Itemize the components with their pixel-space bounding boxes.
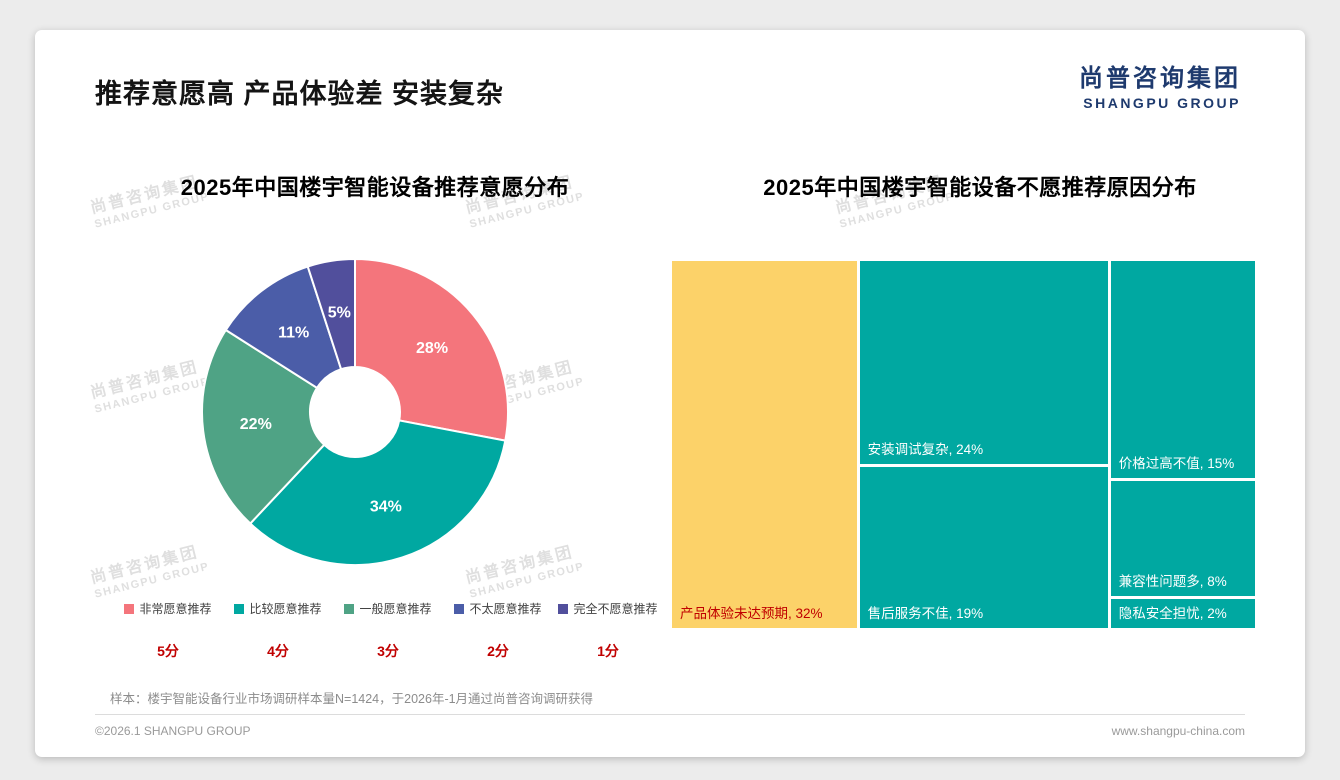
treemap-cell: 安装调试复杂, 24% bbox=[859, 261, 1108, 465]
footer-website: www.shangpu-china.com bbox=[1111, 724, 1245, 738]
donut-slice-1 bbox=[354, 257, 509, 442]
donut-chart: 28% 34% 22% 11% 5% bbox=[201, 257, 509, 566]
legend-label: 完全不愿意推荐 bbox=[573, 602, 658, 616]
legend-column: 完全不愿意推荐 1分 bbox=[553, 600, 663, 661]
legend-item: 比较愿意推荐 bbox=[234, 600, 322, 617]
treemap-chart: 产品体验未达预期, 32% 安装调试复杂, 24% 售后服务不佳, 19% 价格过高不… bbox=[672, 261, 1255, 628]
donut-data-label: 22% bbox=[240, 416, 272, 433]
donut-data-label: 28% bbox=[416, 340, 448, 357]
treemap-column: 安装调试复杂, 24% 售后服务不佳, 19% bbox=[859, 261, 1108, 628]
company-logo: 尚普咨询集团 SHANGPU GROUP bbox=[1079, 58, 1241, 111]
donut-legend: 非常愿意推荐 5分 比较愿意推荐 4分 一般愿意推荐 3分 不太愿意推荐 2分 完全不愿意推荐 1… bbox=[113, 600, 663, 661]
legend-swatch bbox=[454, 603, 465, 614]
legend-label: 非常愿意推荐 bbox=[139, 602, 212, 616]
logo-cn-text: 尚普咨询集团 bbox=[1079, 65, 1241, 92]
legend-item: 完全不愿意推荐 bbox=[558, 600, 658, 617]
slide-card: 尚普咨询集团 SHANGPU GROUP 尚普咨询集团 SHANGPU GROUP 尚普… bbox=[35, 30, 1305, 757]
treemap-cell: 隐私安全担忧, 2% bbox=[1110, 599, 1255, 628]
treemap-chart-title: 2025年中国楼宇智能设备不愿推荐原因分布 bbox=[763, 175, 1197, 200]
treemap-cell: 价格过高不值, 15% bbox=[1110, 261, 1255, 478]
treemap-cell-label: 产品体验未达预期, 32% bbox=[680, 606, 823, 622]
treemap-cell-label: 隐私安全担忧, 2% bbox=[1118, 606, 1227, 622]
legend-swatch bbox=[558, 603, 569, 614]
donut-data-label: 11% bbox=[278, 324, 309, 341]
logo-en-text: SHANGPU GROUP bbox=[1083, 95, 1241, 111]
legend-score: 4分 bbox=[267, 643, 289, 659]
legend-item: 一般愿意推荐 bbox=[344, 600, 432, 617]
legend-score: 3分 bbox=[377, 643, 399, 659]
legend-column: 不太愿意推荐 2分 bbox=[443, 600, 553, 661]
legend-item: 非常愿意推荐 bbox=[124, 600, 212, 617]
treemap-cell: 产品体验未达预期, 32% bbox=[672, 261, 857, 628]
treemap-cell: 售后服务不佳, 19% bbox=[859, 467, 1108, 628]
treemap-cell-label: 价格过高不值, 15% bbox=[1118, 455, 1235, 471]
legend-swatch bbox=[344, 603, 355, 614]
legend-column: 非常愿意推荐 5分 bbox=[113, 600, 223, 661]
sample-note: 样本：楼宇智能设备行业市场调研样本量N=1424，于2026年-1月通过尚普咨询… bbox=[110, 692, 594, 706]
donut-chart-title: 2025年中国楼宇智能设备推荐意愿分布 bbox=[180, 175, 570, 200]
donut-slice-3 bbox=[201, 328, 326, 525]
legend-swatch bbox=[234, 603, 245, 614]
donut-slice-4 bbox=[224, 265, 343, 390]
legend-swatch bbox=[124, 603, 135, 614]
legend-score: 5分 bbox=[157, 643, 179, 659]
legend-label: 不太愿意推荐 bbox=[469, 602, 542, 616]
donut-data-label: 5% bbox=[328, 305, 351, 322]
treemap-column: 价格过高不值, 15% 兼容性问题多, 8% 隐私安全担忧, 2% bbox=[1110, 261, 1255, 628]
treemap-cell-label: 安装调试复杂, 24% bbox=[867, 442, 984, 458]
treemap-cell-label: 售后服务不佳, 19% bbox=[867, 606, 984, 622]
legend-score: 1分 bbox=[597, 643, 619, 659]
treemap-cell-label: 兼容性问题多, 8% bbox=[1118, 574, 1227, 590]
treemap-cell: 兼容性问题多, 8% bbox=[1110, 480, 1255, 597]
legend-score: 2分 bbox=[487, 643, 509, 659]
legend-label: 一般愿意推荐 bbox=[359, 602, 432, 616]
footer: ©2026.1 SHANGPU GROUP www.shangpu-china.… bbox=[95, 714, 1245, 757]
treemap-column: 产品体验未达预期, 32% bbox=[672, 261, 857, 628]
donut-data-label: 34% bbox=[370, 499, 402, 516]
legend-column: 比较愿意推荐 4分 bbox=[223, 600, 333, 661]
donut-slice-5 bbox=[306, 257, 356, 371]
footer-copyright: ©2026.1 SHANGPU GROUP bbox=[95, 724, 251, 738]
legend-item: 不太愿意推荐 bbox=[454, 600, 542, 617]
page-title: 推荐意愿高 产品体验差 安装复杂 bbox=[95, 79, 505, 109]
legend-column: 一般愿意推荐 3分 bbox=[333, 600, 443, 661]
legend-label: 比较愿意推荐 bbox=[249, 602, 322, 616]
